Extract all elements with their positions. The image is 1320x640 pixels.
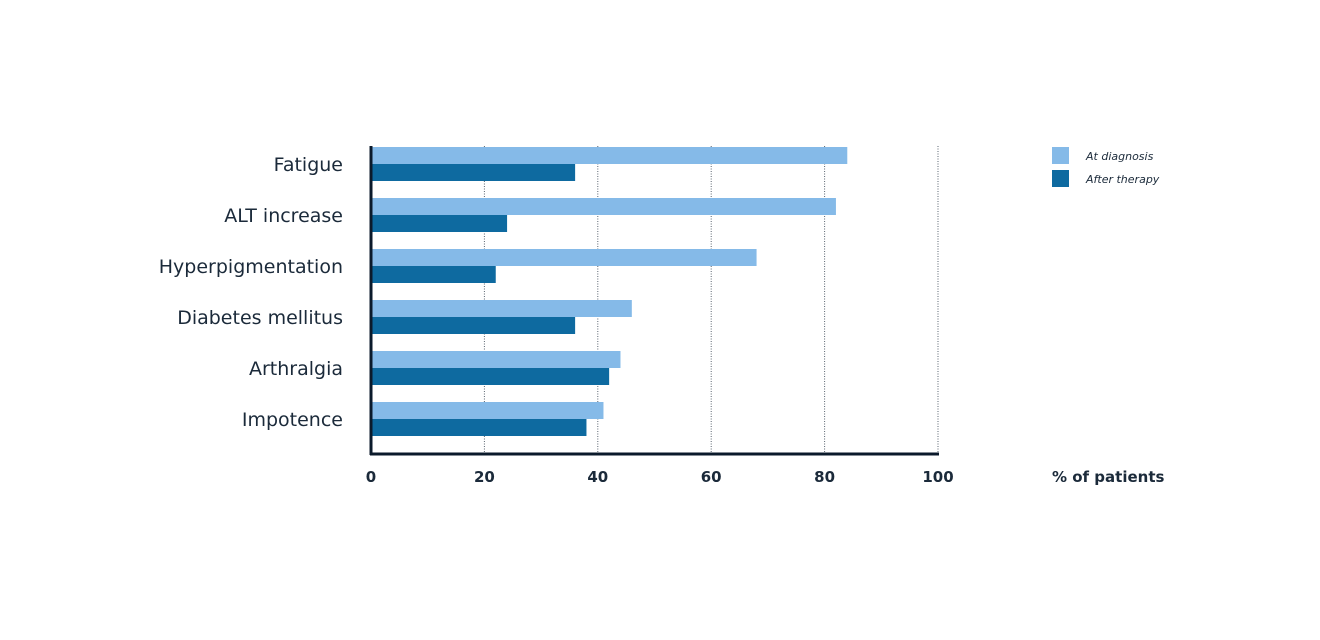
x-tick-label: 100 (922, 468, 953, 486)
bar-at-diagnosis (371, 198, 836, 215)
category-label: Fatigue (274, 154, 343, 176)
category-label: Diabetes mellitus (177, 307, 343, 329)
bar-after-therapy (371, 266, 496, 283)
legend-swatch (1052, 147, 1069, 164)
bar-at-diagnosis (371, 249, 757, 266)
x-tick-label: 20 (474, 468, 495, 486)
legend-swatch (1052, 170, 1069, 187)
legend: At diagnosis After therapy (1052, 147, 1160, 187)
x-tick-labels: 0 20 40 60 80 100 (366, 468, 954, 486)
category-label: Impotence (242, 409, 343, 431)
bar-at-diagnosis (371, 300, 632, 317)
x-axis-title: % of patients (1052, 468, 1164, 486)
bar-after-therapy (371, 368, 610, 385)
x-tick-label: 60 (701, 468, 722, 486)
legend-label: After therapy (1085, 173, 1160, 186)
bar-after-therapy (371, 419, 587, 436)
bar-after-therapy (371, 215, 508, 232)
legend-label: At diagnosis (1085, 150, 1154, 163)
gridlines (483, 146, 939, 453)
category-label: ALT increase (224, 205, 343, 227)
x-tick-label: 0 (366, 468, 376, 486)
bar-at-diagnosis (371, 147, 848, 164)
bar-at-diagnosis (371, 402, 604, 419)
x-tick-label: 80 (814, 468, 835, 486)
x-tick-label: 40 (587, 468, 608, 486)
bar-after-therapy (371, 317, 576, 334)
category-label: Hyperpigmentation (159, 256, 343, 278)
bars (371, 147, 848, 436)
category-labels: Fatigue ALT increase Hyperpigmentation Diab… (159, 154, 343, 431)
category-label: Arthralgia (249, 358, 343, 380)
bar-at-diagnosis (371, 351, 621, 368)
bar-after-therapy (371, 164, 576, 181)
